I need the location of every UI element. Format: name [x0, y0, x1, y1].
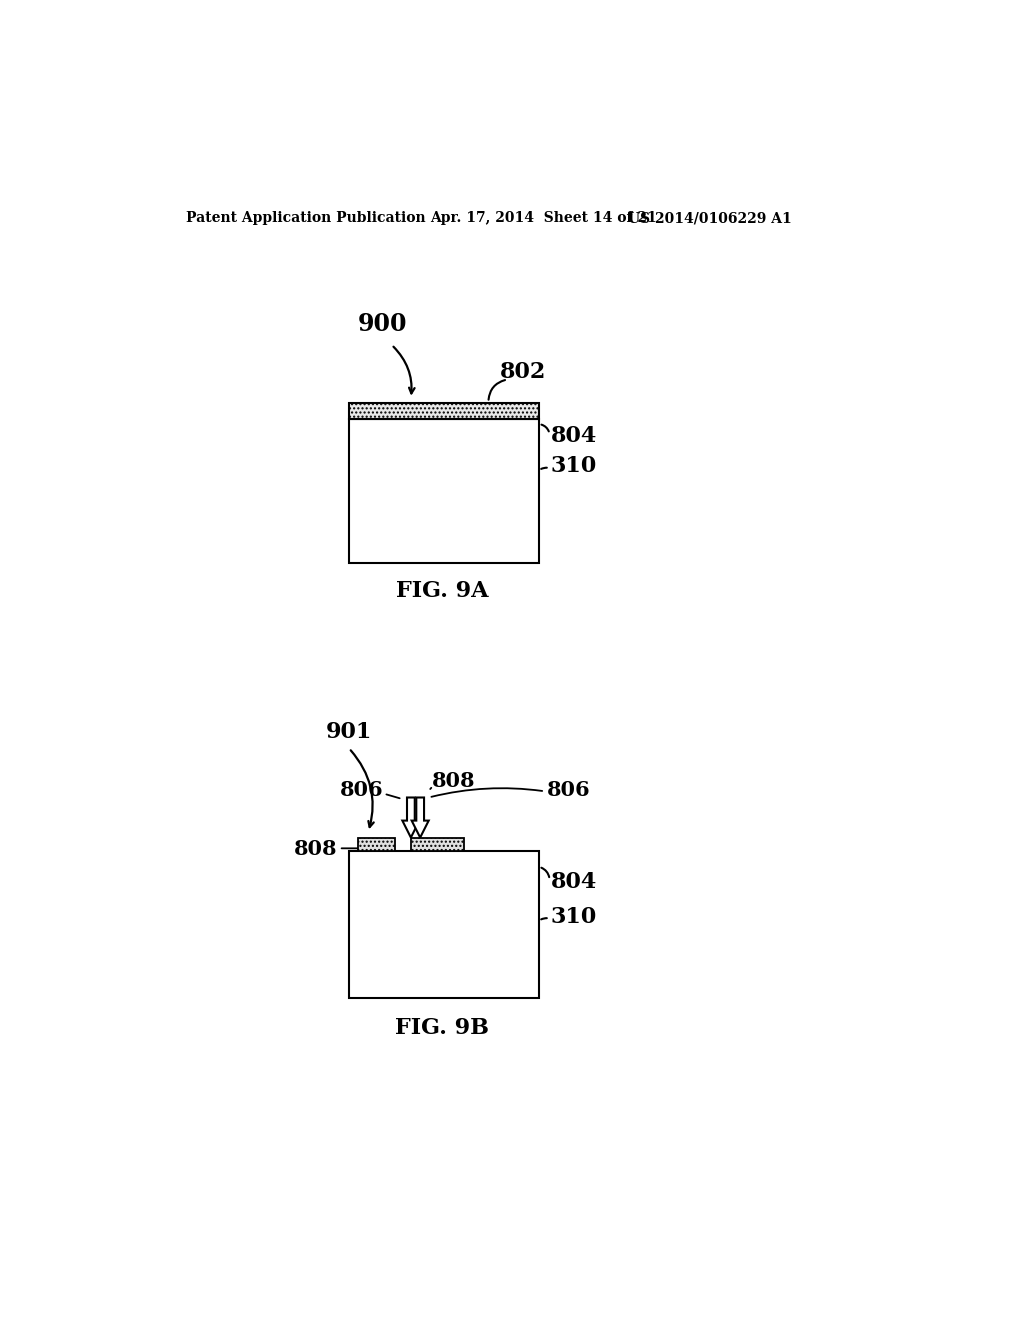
Text: 802: 802 — [500, 362, 547, 383]
Bar — [349, 404, 539, 418]
Text: FIG. 9B: FIG. 9B — [395, 1018, 488, 1040]
Text: 804: 804 — [550, 425, 597, 446]
Text: 900: 900 — [358, 312, 408, 337]
Bar — [358, 838, 395, 851]
Polygon shape — [412, 797, 429, 838]
Polygon shape — [402, 797, 420, 838]
Text: 808: 808 — [294, 840, 337, 859]
Text: 310: 310 — [550, 455, 597, 478]
Bar — [349, 418, 539, 562]
Bar — [411, 838, 464, 851]
Text: FIG. 9A: FIG. 9A — [395, 581, 488, 602]
Text: 310: 310 — [550, 906, 597, 928]
Bar — [349, 851, 539, 998]
Text: 808: 808 — [432, 771, 475, 791]
Text: 806: 806 — [340, 780, 384, 800]
Text: 806: 806 — [547, 780, 590, 800]
Text: Patent Application Publication: Patent Application Publication — [186, 211, 426, 226]
Text: Apr. 17, 2014  Sheet 14 of 21: Apr. 17, 2014 Sheet 14 of 21 — [430, 211, 657, 226]
Text: 901: 901 — [326, 721, 372, 743]
Text: US 2014/0106229 A1: US 2014/0106229 A1 — [628, 211, 792, 226]
Text: 804: 804 — [550, 871, 597, 894]
